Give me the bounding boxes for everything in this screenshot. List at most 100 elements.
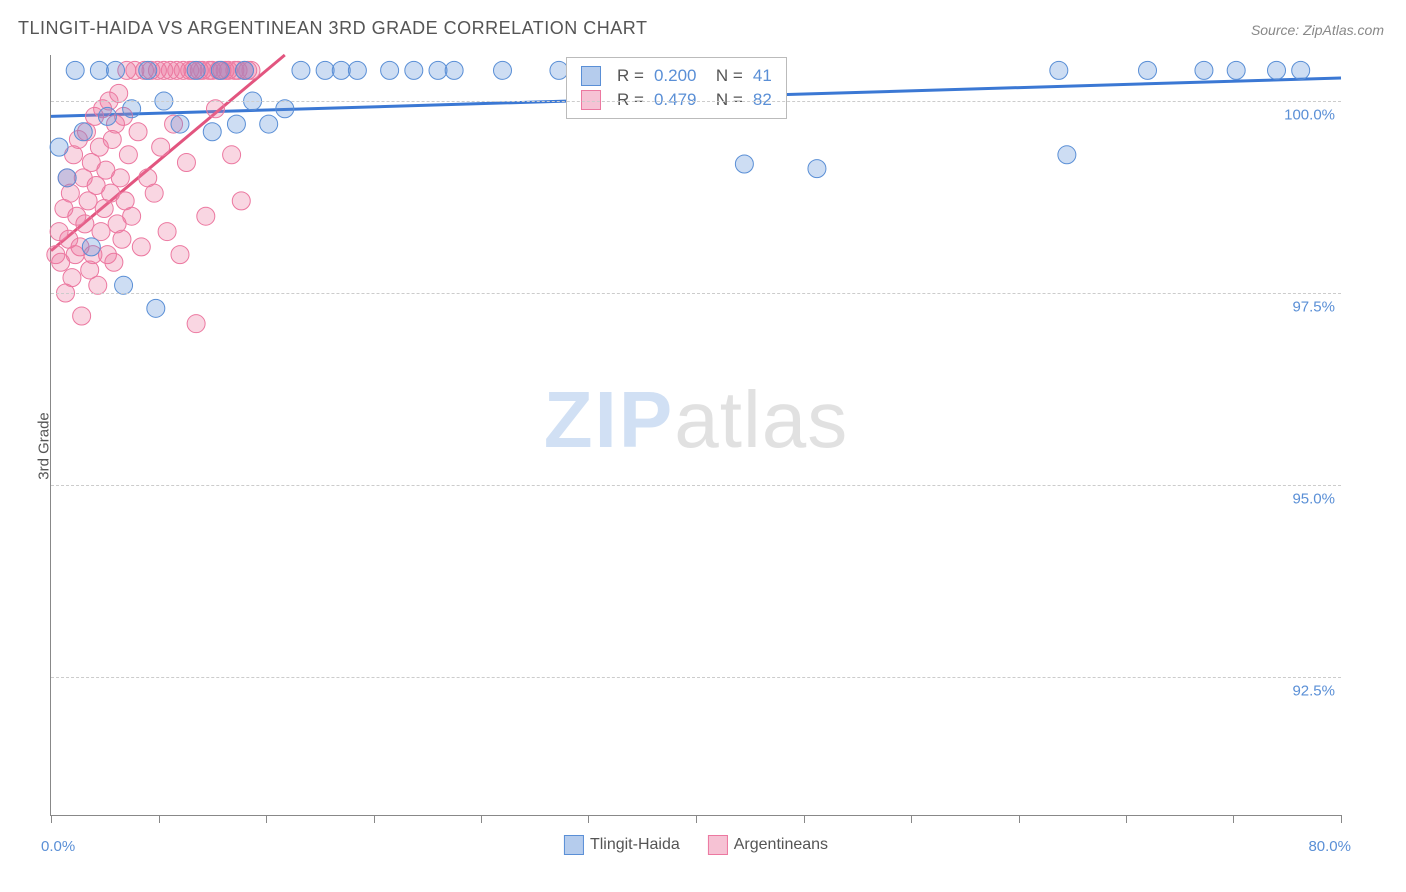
- data-point: [808, 160, 826, 178]
- data-point: [405, 61, 423, 79]
- data-point: [113, 230, 131, 248]
- data-point: [152, 138, 170, 156]
- data-point: [1292, 61, 1310, 79]
- gridline: [51, 293, 1341, 294]
- data-point: [494, 61, 512, 79]
- x-tick: [266, 815, 267, 823]
- stats-r-label-1: R =: [617, 66, 644, 86]
- data-point: [50, 138, 68, 156]
- legend-item-2: Argentineans: [708, 835, 828, 855]
- data-point: [203, 123, 221, 141]
- data-point: [132, 238, 150, 256]
- data-point: [348, 61, 366, 79]
- gridline: [51, 485, 1341, 486]
- x-tick: [911, 815, 912, 823]
- stats-swatch-1: [581, 66, 601, 86]
- data-point: [103, 130, 121, 148]
- stats-swatch-2: [581, 90, 601, 110]
- data-point: [316, 61, 334, 79]
- data-point: [206, 100, 224, 118]
- data-point: [232, 192, 250, 210]
- legend-label-1: Tlingit-Haida: [590, 836, 680, 853]
- data-point: [445, 61, 463, 79]
- data-point: [90, 61, 108, 79]
- data-point: [105, 253, 123, 271]
- x-tick: [804, 815, 805, 823]
- stats-r-value-1: 0.200: [654, 66, 697, 86]
- gridline: [51, 101, 1341, 102]
- data-point: [98, 107, 116, 125]
- chart-container: TLINGIT-HAIDA VS ARGENTINEAN 3RD GRADE C…: [0, 0, 1406, 892]
- stats-r-value-2: 0.479: [654, 90, 697, 110]
- legend-item-1: Tlingit-Haida: [564, 835, 680, 855]
- data-point: [332, 61, 350, 79]
- stats-legend-box: R = 0.200 N = 41 R = 0.479 N = 82: [566, 57, 787, 119]
- legend-label-2: Argentineans: [734, 836, 828, 853]
- data-point: [61, 184, 79, 202]
- data-point: [119, 146, 137, 164]
- data-point: [1227, 61, 1245, 79]
- x-tick: [696, 815, 697, 823]
- x-axis-label-min: 0.0%: [41, 838, 75, 855]
- stats-n-value-1: 41: [753, 66, 772, 86]
- data-point: [381, 61, 399, 79]
- data-point: [1139, 61, 1157, 79]
- data-point: [147, 299, 165, 317]
- data-point: [63, 269, 81, 287]
- data-point: [429, 61, 447, 79]
- x-tick: [588, 815, 589, 823]
- legend-swatch-1: [564, 835, 584, 855]
- plot-area: ZIPatlas R = 0.200 N = 41 R = 0.479 N = …: [50, 55, 1341, 816]
- data-point: [89, 276, 107, 294]
- data-point: [276, 100, 294, 118]
- data-point: [177, 153, 195, 171]
- y-tick-label: 92.5%: [1292, 682, 1335, 699]
- data-point: [82, 238, 100, 256]
- stats-n-value-2: 82: [753, 90, 772, 110]
- data-point: [92, 223, 110, 241]
- data-point: [111, 169, 129, 187]
- data-point: [139, 61, 157, 79]
- data-point: [129, 123, 147, 141]
- data-point: [211, 61, 229, 79]
- data-point: [260, 115, 278, 133]
- data-point: [115, 276, 133, 294]
- plot-svg: [51, 55, 1341, 815]
- data-point: [223, 146, 241, 164]
- x-tick: [1126, 815, 1127, 823]
- data-point: [123, 207, 141, 225]
- data-point: [1058, 146, 1076, 164]
- x-axis-label-max: 80.0%: [1308, 838, 1351, 855]
- source-label: Source: ZipAtlas.com: [1251, 22, 1384, 38]
- data-point: [73, 307, 91, 325]
- y-tick-label: 100.0%: [1284, 107, 1335, 124]
- stats-row-1: R = 0.200 N = 41: [581, 64, 772, 88]
- stats-n-label-2: N =: [706, 90, 742, 110]
- data-point: [292, 61, 310, 79]
- x-tick: [1019, 815, 1020, 823]
- data-point: [1195, 61, 1213, 79]
- data-point: [1050, 61, 1068, 79]
- data-point: [66, 61, 84, 79]
- data-point: [158, 223, 176, 241]
- x-tick: [1233, 815, 1234, 823]
- x-tick: [159, 815, 160, 823]
- x-tick: [1341, 815, 1342, 823]
- y-tick-label: 97.5%: [1292, 298, 1335, 315]
- data-point: [227, 115, 245, 133]
- data-point: [58, 169, 76, 187]
- stats-row-2: R = 0.479 N = 82: [581, 88, 772, 112]
- data-point: [76, 215, 94, 233]
- stats-n-label-1: N =: [706, 66, 742, 86]
- x-tick: [481, 815, 482, 823]
- data-point: [74, 123, 92, 141]
- x-tick: [374, 815, 375, 823]
- data-point: [171, 115, 189, 133]
- data-point: [123, 100, 141, 118]
- data-point: [145, 184, 163, 202]
- data-point: [197, 207, 215, 225]
- legend-swatch-2: [708, 835, 728, 855]
- y-tick-label: 95.0%: [1292, 490, 1335, 507]
- data-point: [735, 155, 753, 173]
- data-point: [187, 61, 205, 79]
